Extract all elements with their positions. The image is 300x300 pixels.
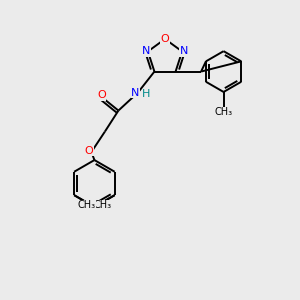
Text: N: N [131, 88, 140, 98]
Text: N: N [142, 46, 151, 56]
Text: H: H [142, 89, 151, 99]
Text: O: O [85, 146, 93, 156]
Text: O: O [160, 34, 169, 44]
Text: O: O [97, 90, 106, 100]
Text: CH₃: CH₃ [214, 107, 232, 117]
Text: CH₃: CH₃ [78, 200, 96, 210]
Text: CH₃: CH₃ [93, 200, 111, 210]
Text: N: N [179, 46, 188, 56]
